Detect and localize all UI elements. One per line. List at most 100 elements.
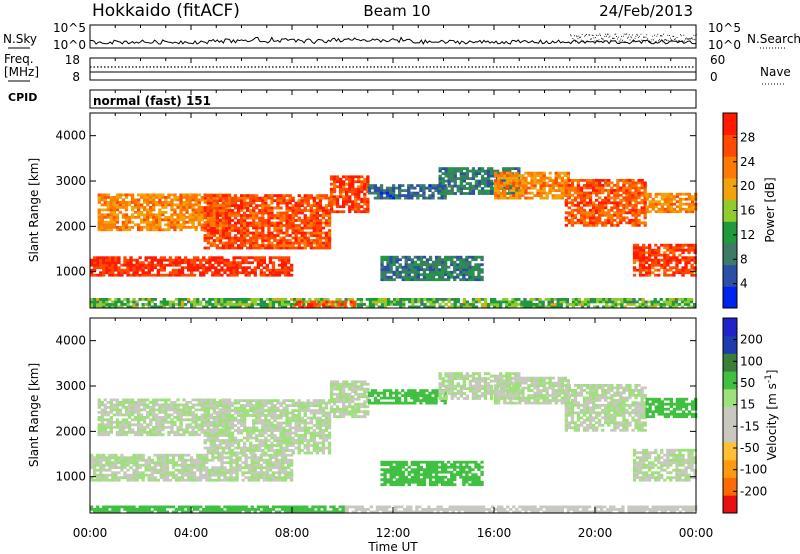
heatmap-cell [190,466,194,470]
heatmap-cell [604,181,608,185]
heatmap-cell [197,215,201,219]
heatmap-cell [420,298,424,301]
heatmap-cell [262,261,266,265]
heatmap-cell [173,223,177,227]
heatmap-cell [252,206,256,210]
heatmap-cell [126,303,130,306]
heatmap-cell [641,298,645,301]
heatmap-cell [542,174,546,177]
heatmap-cell [441,260,445,264]
heatmap-cell [456,169,460,173]
heatmap-cell [112,218,116,222]
heatmap-cell [631,223,635,227]
heatmap-cell [114,456,118,460]
heatmap-cell [137,425,141,429]
heatmap-cell [220,458,224,462]
heatmap-cell [335,177,340,181]
heatmap-cell [294,241,298,245]
heatmap-cell [631,179,635,182]
heatmap-cell [196,476,200,480]
heatmap-cell [247,476,251,480]
heatmap-cell [223,461,227,465]
heatmap-cell [684,243,688,247]
heatmap-cell [129,273,133,277]
heatmap-cell [137,406,141,409]
heatmap-cell [508,300,512,304]
heatmap-cell [332,202,337,206]
heatmap-cell [428,189,432,192]
heatmap-cell [309,231,313,235]
heatmap-cell [450,255,454,259]
heatmap-cell [318,209,323,212]
heatmap-cell [509,181,513,185]
heatmap-cell [227,226,232,230]
heatmap-cell [124,430,129,434]
heatmap-cell [459,179,463,183]
heatmap-cell [167,398,171,402]
heatmap-cell [567,201,571,205]
heatmap-cell [202,461,206,465]
heatmap-cell [276,224,280,227]
heatmap-cell [155,225,159,229]
heatmap-cell [367,184,372,187]
heatmap-cell [548,189,552,192]
heatmap-cell [214,258,218,262]
heatmap-cell [293,298,297,301]
heatmap-cell [149,213,153,217]
heatmap-cell [332,197,337,201]
heatmap-cell [243,226,247,230]
heatmap-cell [118,228,123,232]
heatmap-cell [140,206,144,209]
heatmap-cell [256,456,260,460]
heatmap-cell [185,196,189,199]
heatmap-cell [226,461,230,465]
heatmap-cell [123,456,127,460]
heatmap-cell [235,305,239,309]
heatmap-cell [147,263,151,267]
heatmap-cell [164,411,168,414]
heatmap-cell [625,193,629,197]
heatmap-cell [595,208,599,212]
heatmap-cell [582,196,587,200]
heatmap-cell [598,213,602,217]
heatmap-cell [654,192,658,196]
heatmap-cell [262,273,266,277]
heatmap-cell [383,270,387,274]
heatmap-cell [684,197,689,201]
heatmap-cell [635,300,639,304]
heatmap-cell [666,205,670,209]
heatmap-cell [529,305,533,309]
heatmap-cell [199,258,203,262]
heatmap-cell [227,224,232,227]
heatmap-cell [628,179,632,182]
heatmap-cell [377,305,382,309]
heatmap-cell [654,261,658,265]
heatmap-cell [191,223,195,227]
heatmap-cell [598,221,602,225]
heatmap-cell [477,300,482,304]
heatmap-cell [97,196,101,199]
heatmap-cell [471,172,476,175]
heatmap-cell [285,204,289,207]
heatmap-cell [232,266,236,270]
heatmap-cell [255,214,259,217]
heatmap-cell [277,263,282,267]
heatmap-cell [613,191,617,195]
heatmap-cell [96,461,100,465]
heatmap-cell [668,300,672,304]
heatmap-cell [176,206,180,209]
heatmap-cell [146,203,150,207]
heatmap-cell [680,305,685,309]
heatmap-cell [693,266,697,270]
heatmap-cell [625,221,629,225]
heatmap-cell [629,298,633,301]
heatmap-cell [360,200,364,204]
heatmap-cell [230,196,235,200]
heatmap-cell [233,194,238,197]
heatmap-cell [124,420,129,424]
heatmap-cell [240,246,244,250]
heatmap-cell [462,303,466,306]
heatmap-cell [118,225,123,229]
heatmap-cell [309,219,313,222]
heatmap-cell [502,167,506,170]
